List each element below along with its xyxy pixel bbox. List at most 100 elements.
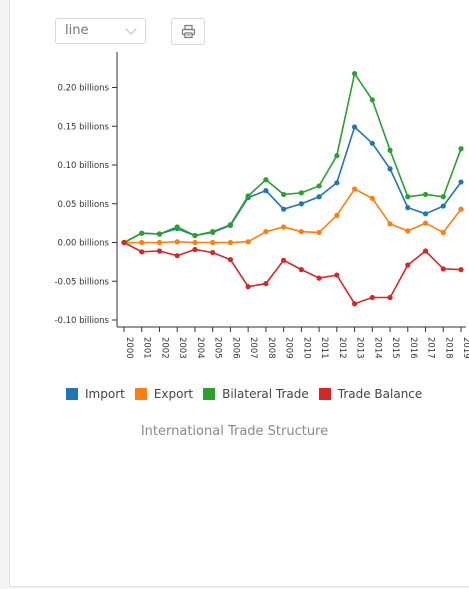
- data-point: [139, 230, 145, 236]
- data-point: [458, 206, 464, 212]
- data-point: [316, 229, 322, 236]
- y-tick-label: 0.10 billions: [58, 161, 110, 171]
- chart-legend: Import Export Bilateral Trade Trade Balance: [66, 386, 432, 402]
- x-tick-label: 2004: [195, 337, 205, 359]
- chart-type-select[interactable]: line: [55, 18, 146, 44]
- x-tick-label: 2019: [461, 337, 469, 359]
- data-point: [281, 206, 287, 212]
- data-point: [245, 193, 251, 199]
- data-point: [210, 229, 216, 235]
- x-tick-label: 2013: [355, 337, 365, 359]
- data-point: [440, 194, 446, 200]
- printer-icon: [181, 24, 196, 39]
- data-point: [263, 280, 269, 287]
- data-point: [281, 224, 287, 230]
- y-tick-label: 0.00 billions: [58, 239, 110, 249]
- data-point: [281, 257, 287, 263]
- data-point: [245, 239, 251, 245]
- x-tick-label: 2003: [177, 337, 187, 359]
- data-point: [440, 203, 446, 209]
- data-point: [227, 239, 234, 246]
- x-tick-label: 2016: [408, 337, 418, 359]
- data-point: [458, 267, 464, 273]
- series-line: [123, 125, 462, 244]
- chart-caption: International Trade Structure: [140, 424, 329, 439]
- x-tick-label: 2010: [301, 337, 311, 359]
- data-point: [192, 239, 198, 246]
- x-tick-label: 2009: [284, 337, 294, 359]
- legend-swatch: [134, 388, 147, 400]
- data-point: [458, 146, 464, 152]
- legend-item[interactable]: Trade Balance: [318, 387, 423, 401]
- data-point: [369, 195, 375, 201]
- legend-item[interactable]: Bilateral Trade: [203, 387, 309, 401]
- x-tick-label: 2000: [124, 337, 134, 359]
- data-point: [387, 147, 393, 153]
- y-tick-label: 0.20 billions: [58, 84, 110, 94]
- data-point: [422, 248, 429, 254]
- data-point: [174, 239, 180, 245]
- data-point: [174, 253, 180, 259]
- data-point: [405, 194, 411, 200]
- legend-swatch: [203, 388, 216, 400]
- data-point: [422, 211, 429, 217]
- data-point: [405, 205, 411, 211]
- data-point: [334, 180, 340, 186]
- data-point: [458, 179, 464, 185]
- x-tick-label: 2018: [443, 337, 453, 359]
- y-tick-label: 0.05 billions: [58, 200, 110, 210]
- legend-swatch: [318, 388, 331, 400]
- data-point: [405, 228, 411, 234]
- x-tick-label: 2006: [230, 337, 240, 359]
- data-point: [369, 294, 375, 301]
- x-tick-label: 2011: [319, 337, 329, 359]
- data-point: [174, 224, 180, 230]
- x-tick-label: 2017: [426, 337, 436, 359]
- data-point: [351, 124, 358, 130]
- print-button[interactable]: [171, 18, 205, 45]
- x-tick-label: 2014: [372, 337, 382, 359]
- data-point: [245, 284, 251, 290]
- legend-swatch: [66, 388, 78, 400]
- y-tick-label: 0.15 billions: [58, 122, 110, 132]
- legend-item[interactable]: Export: [134, 387, 194, 401]
- series-line: [123, 71, 462, 244]
- data-point: [298, 190, 304, 196]
- data-point: [298, 267, 304, 273]
- data-point: [369, 97, 375, 103]
- data-point: [192, 246, 198, 253]
- data-point: [192, 232, 198, 239]
- data-point: [334, 212, 340, 218]
- data-point: [210, 239, 216, 246]
- x-tick-label: 2002: [159, 337, 169, 359]
- line-chart: -0.10 billions -0.05 billions 0.00 billion…: [54, 52, 469, 359]
- x-tick-label: 2015: [390, 337, 400, 359]
- series-line: [123, 241, 462, 305]
- data-point: [316, 275, 322, 281]
- data-point: [227, 256, 234, 263]
- data-point: [263, 177, 269, 183]
- data-point: [298, 201, 304, 207]
- legend-label: Export: [153, 387, 194, 401]
- x-tick-label: 2001: [142, 337, 152, 359]
- data-point: [334, 153, 340, 159]
- series-line: [124, 187, 462, 244]
- data-point: [369, 140, 375, 146]
- data-point: [405, 262, 411, 268]
- data-point: [139, 249, 145, 255]
- data-point: [263, 187, 269, 194]
- x-tick-label: 2008: [266, 337, 276, 359]
- data-point: [422, 220, 429, 226]
- data-point: [298, 229, 304, 235]
- legend-label: Trade Balance: [337, 387, 423, 401]
- data-point: [121, 239, 127, 246]
- data-point: [387, 166, 393, 172]
- data-point: [316, 183, 322, 189]
- x-tick-label: 2012: [337, 337, 347, 359]
- data-point: [387, 221, 393, 227]
- data-point: [316, 194, 322, 200]
- data-point: [422, 191, 429, 198]
- data-point: [156, 248, 163, 254]
- data-point: [351, 70, 358, 77]
- legend-item[interactable]: Import: [66, 387, 125, 401]
